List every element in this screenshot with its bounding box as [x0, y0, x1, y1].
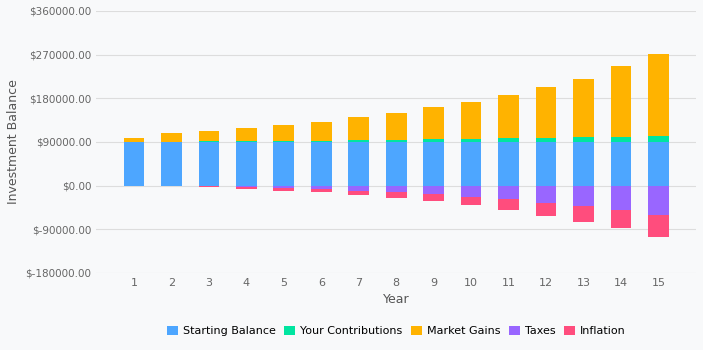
Bar — [386, 140, 406, 142]
Bar — [273, 188, 294, 190]
Bar — [311, 142, 332, 186]
Bar — [498, 142, 519, 186]
Bar — [161, 186, 181, 187]
Bar — [573, 186, 594, 206]
Bar — [423, 107, 444, 139]
Bar — [573, 206, 594, 222]
Bar — [611, 66, 631, 136]
Bar — [273, 142, 294, 186]
Bar — [461, 186, 482, 197]
Bar — [124, 142, 144, 186]
Bar — [536, 138, 556, 142]
Bar — [386, 142, 406, 186]
Bar — [349, 190, 369, 195]
Bar — [311, 186, 332, 189]
Bar — [311, 121, 332, 140]
Bar — [461, 142, 482, 186]
Bar — [611, 186, 631, 210]
Bar — [573, 137, 594, 142]
Bar — [648, 215, 669, 237]
Bar — [648, 142, 669, 186]
Bar — [386, 186, 406, 192]
Bar — [423, 139, 444, 142]
Bar — [423, 194, 444, 201]
Bar — [311, 189, 332, 193]
Y-axis label: Investment Balance: Investment Balance — [7, 79, 20, 204]
Bar — [161, 142, 181, 186]
Bar — [611, 210, 631, 228]
Bar — [536, 87, 556, 138]
Bar — [498, 199, 519, 210]
Bar — [648, 54, 669, 136]
Bar — [573, 142, 594, 186]
Bar — [349, 142, 369, 186]
Bar — [536, 186, 556, 203]
Bar — [198, 141, 219, 142]
Bar — [498, 96, 519, 138]
Bar — [236, 187, 257, 189]
Bar — [349, 117, 369, 140]
Legend: Starting Balance, Your Contributions, Market Gains, Taxes, Inflation: Starting Balance, Your Contributions, Ma… — [167, 326, 626, 336]
Bar — [273, 141, 294, 142]
Bar — [161, 133, 181, 142]
Bar — [198, 131, 219, 141]
Bar — [461, 139, 482, 142]
Bar — [273, 125, 294, 141]
Bar — [611, 142, 631, 186]
Bar — [573, 79, 594, 137]
Bar — [498, 186, 519, 199]
Bar — [611, 136, 631, 142]
Bar — [124, 138, 144, 142]
Bar — [461, 197, 482, 205]
Bar — [423, 142, 444, 186]
Bar — [273, 186, 294, 188]
Bar — [311, 140, 332, 142]
X-axis label: Year: Year — [383, 293, 410, 306]
Bar — [536, 203, 556, 216]
Bar — [198, 142, 219, 186]
Bar — [236, 141, 257, 142]
Bar — [536, 142, 556, 186]
Bar — [423, 186, 444, 194]
Bar — [349, 186, 369, 190]
Bar — [386, 192, 406, 197]
Bar — [461, 102, 482, 139]
Bar — [236, 128, 257, 141]
Bar — [236, 142, 257, 186]
Bar — [498, 138, 519, 142]
Bar — [648, 136, 669, 142]
Bar — [349, 140, 369, 142]
Bar — [386, 113, 406, 140]
Bar — [198, 186, 219, 187]
Bar — [236, 186, 257, 187]
Bar — [648, 186, 669, 215]
